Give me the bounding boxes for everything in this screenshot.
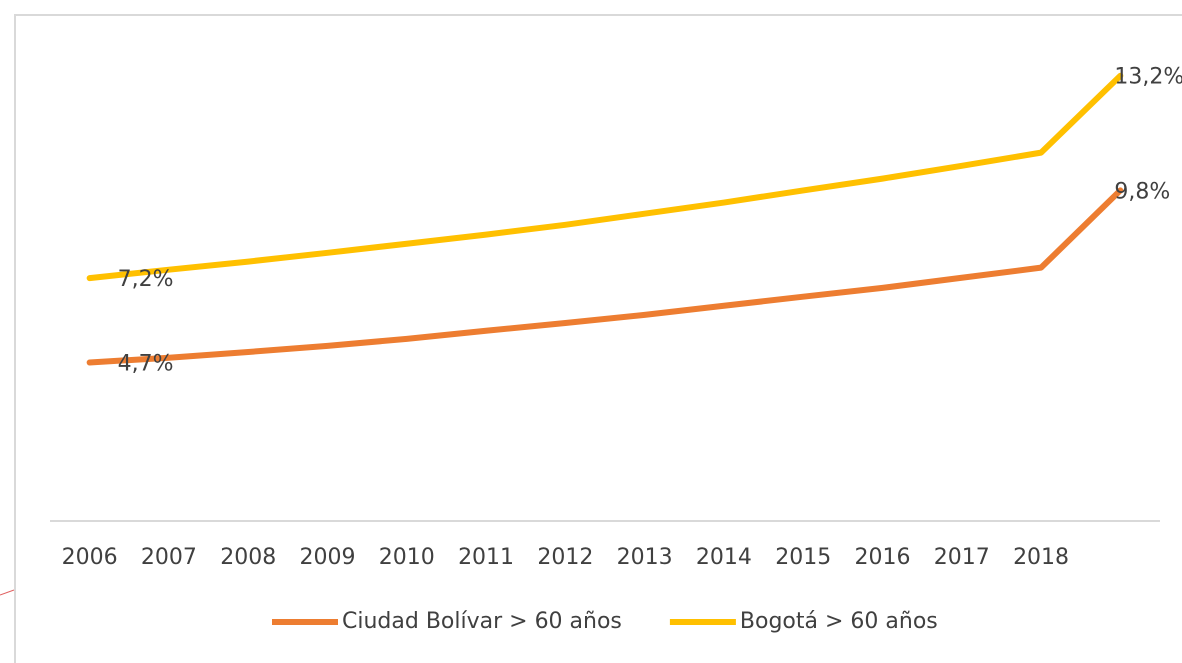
decoration <box>0 589 15 596</box>
x-tick-label: 2018 <box>1013 545 1069 570</box>
legend-label: Ciudad Bolívar > 60 años <box>342 609 622 634</box>
x-tick-label: 2010 <box>379 545 435 570</box>
x-tick-label: 2012 <box>537 545 593 570</box>
data-label: 13,2% <box>1114 65 1182 90</box>
x-tick-label: 2016 <box>855 545 911 570</box>
line-series <box>86 72 1124 282</box>
x-tick-label: 2013 <box>617 545 673 570</box>
data-label: 9,8% <box>1114 179 1170 204</box>
x-tick-label: 2006 <box>62 545 118 570</box>
x-tick-label: 2017 <box>934 545 990 570</box>
chart-frame <box>14 14 1182 663</box>
legend-label: Bogotá > 60 años <box>740 609 938 634</box>
x-tick-label: 2015 <box>775 545 831 570</box>
x-tick-label: 2008 <box>220 545 276 570</box>
x-tick-label: 2011 <box>458 545 514 570</box>
x-tick-label: 2014 <box>696 545 752 570</box>
x-tick-label: 2007 <box>141 545 197 570</box>
data-label: 7,2% <box>118 267 174 292</box>
line-series <box>86 187 1124 366</box>
x-tick-label: 2009 <box>300 545 356 570</box>
data-label: 4,7% <box>118 351 174 376</box>
